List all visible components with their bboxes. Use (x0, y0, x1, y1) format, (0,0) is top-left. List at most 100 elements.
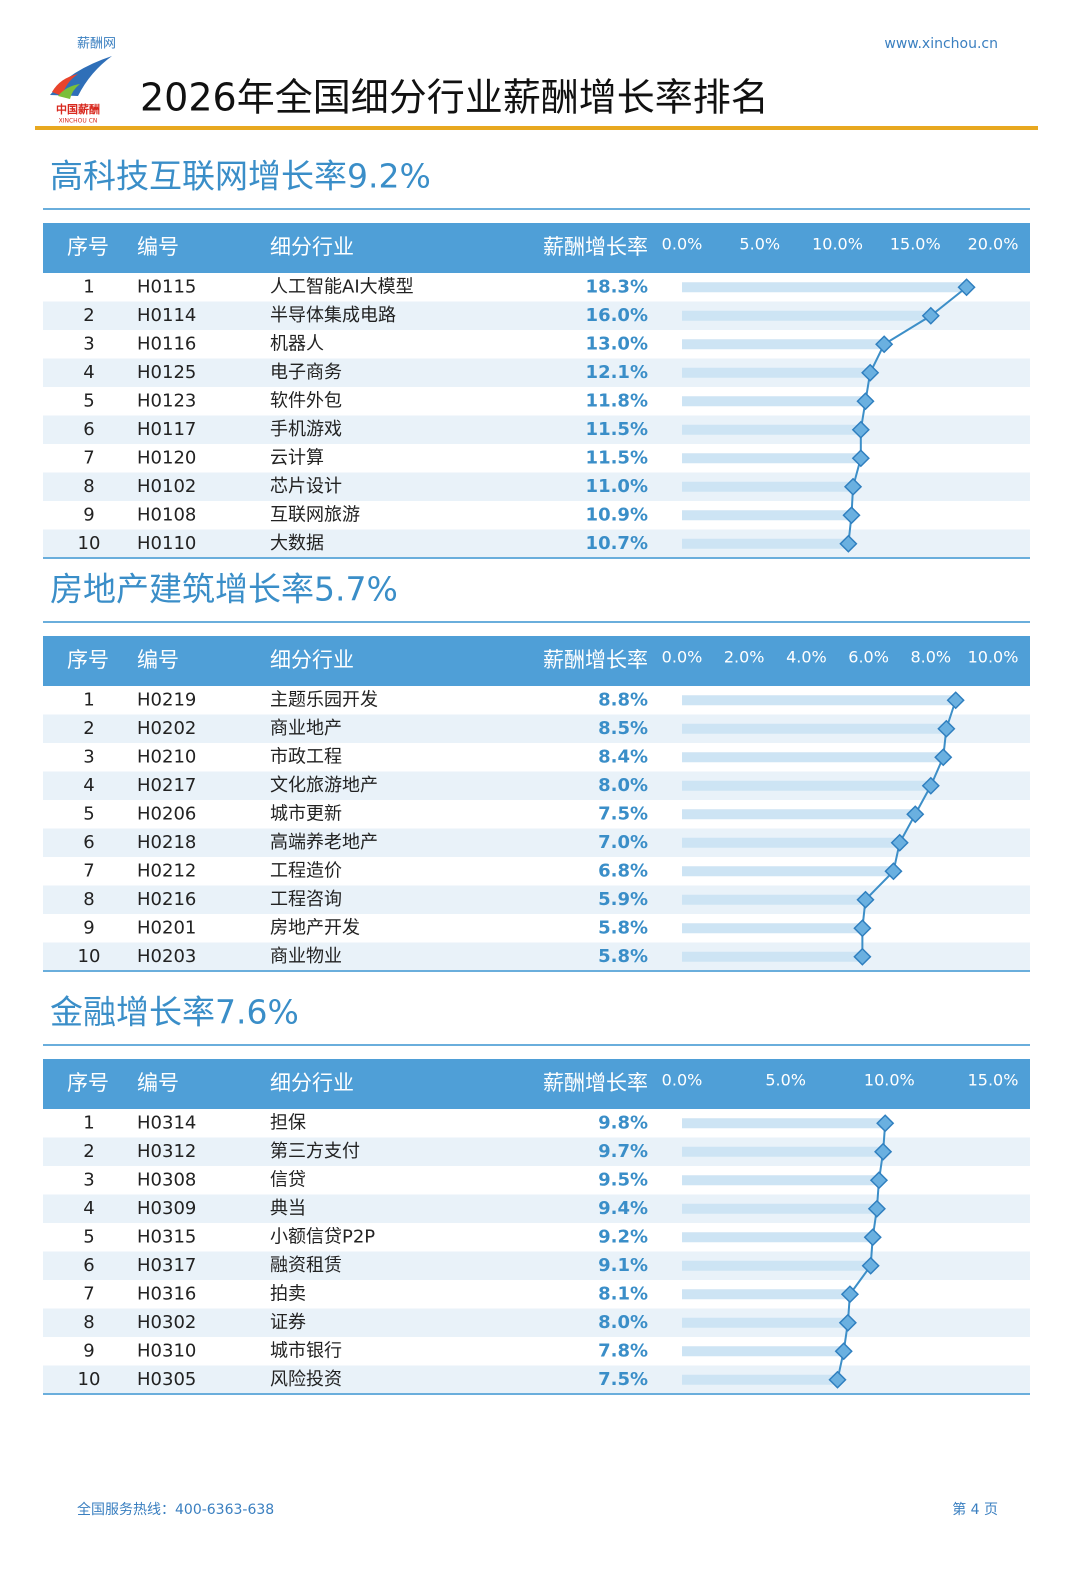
row-stripe (43, 1308, 1030, 1337)
section: 高科技互联网增长率9.2% 序号 编号 细分行业 薪酬增长率 0.0% 5.0% 10.0% 1… (43, 157, 1030, 559)
table-cell: 房地产开发 (270, 917, 360, 938)
bar (682, 1260, 871, 1271)
table-bottom-rule (43, 557, 1030, 559)
marker (884, 862, 903, 881)
table-cell: 4 (83, 362, 94, 383)
marker (906, 805, 925, 824)
table-cell: H0216 (137, 889, 196, 910)
table-cell: H0117 (137, 419, 196, 440)
bar (682, 1146, 884, 1157)
table-cell: 5 (83, 803, 94, 824)
rate-label: 10.9% (586, 504, 648, 525)
axis-tick-label: 10.0% (812, 235, 863, 254)
marker (957, 278, 976, 297)
table-cell: 云计算 (270, 447, 324, 468)
table-cell: 市政工程 (270, 746, 342, 767)
table-cell: 人工智能AI大模型 (270, 276, 414, 297)
marker (946, 691, 965, 710)
column-header: 编号 (137, 1071, 179, 1095)
axis-tick-label: 6.0% (848, 648, 889, 667)
table-cell: H0102 (137, 476, 196, 497)
bar (682, 453, 861, 464)
table-cell: 商业物业 (270, 946, 342, 967)
table-cell: 6 (83, 832, 94, 853)
table-cell: 4 (83, 775, 94, 796)
rate-label: 11.0% (586, 476, 648, 497)
table-cell: 机器人 (270, 333, 324, 354)
table-cell: 城市更新 (270, 803, 342, 824)
axis-tick-label: 0.0% (662, 648, 703, 667)
table-cell: H0310 (137, 1340, 196, 1361)
marker (863, 1228, 882, 1247)
table-cell: 第三方支付 (270, 1141, 360, 1162)
trend-line (836, 1123, 887, 1380)
rate-label: 7.5% (598, 1369, 648, 1390)
table-cell: 3 (83, 333, 94, 354)
marker (937, 719, 956, 738)
table-cell: 5 (83, 1226, 94, 1247)
bar (682, 367, 871, 378)
table-cell: 6 (83, 419, 94, 440)
bar (682, 396, 866, 407)
table-cell: 5 (83, 390, 94, 411)
column-header: 细分行业 (270, 235, 354, 259)
table-cell: H0114 (137, 305, 196, 326)
table-cell: 电子商务 (270, 362, 342, 383)
rate-label: 16.0% (586, 305, 648, 326)
table-bottom-rule (43, 1393, 1030, 1395)
marker (921, 306, 940, 325)
table-cell: 小额信贷P2P (270, 1226, 375, 1247)
logo-swoosh (52, 74, 78, 96)
table-cell: 6 (83, 1255, 94, 1276)
table-cell: 拍卖 (270, 1283, 306, 1304)
table-cell: 主题乐园开发 (270, 689, 378, 710)
row-stripe (43, 1365, 1030, 1394)
table-cell: 10 (78, 1369, 101, 1390)
axis-tick-label: 5.0% (739, 235, 780, 254)
axis-tick-label: 0.0% (662, 235, 703, 254)
hotline: 全国服务热线：400-6363-638 (77, 1501, 274, 1518)
bar (682, 1118, 886, 1129)
marker (838, 1313, 857, 1332)
brand: 薪酬网 (77, 37, 116, 52)
bar (682, 752, 944, 763)
bar (682, 481, 854, 492)
table-cell: 7 (83, 860, 94, 881)
rate-label: 7.0% (598, 832, 648, 853)
table-cell: H0305 (137, 1369, 196, 1390)
table-cell: H0212 (137, 860, 196, 881)
rate-label: 8.1% (598, 1283, 648, 1304)
table-cell: 3 (83, 1169, 94, 1190)
table-cell: H0308 (137, 1169, 196, 1190)
rate-label: 9.7% (598, 1141, 648, 1162)
rate-label: 8.5% (598, 718, 648, 739)
marker (856, 392, 875, 411)
marker (921, 776, 940, 795)
trend-line (847, 286, 968, 544)
column-header: 细分行业 (270, 1071, 354, 1095)
site-url: www.xinchou.cn (884, 36, 998, 52)
table-cell: 2 (83, 1141, 94, 1162)
table-cell: 9 (83, 917, 94, 938)
bar (682, 809, 916, 820)
bar (682, 339, 885, 350)
column-header: 薪酬增长率 (543, 1071, 648, 1095)
table-header (43, 223, 1030, 273)
table-cell: H0210 (137, 746, 196, 767)
bar (682, 780, 931, 791)
table-cell: 9 (83, 1340, 94, 1361)
bar (682, 1374, 838, 1385)
bar (682, 282, 967, 293)
marker (853, 947, 872, 966)
axis-tick-label: 0.0% (662, 1071, 703, 1090)
axis-tick-label: 10.0% (864, 1071, 915, 1090)
section-title: 金融增长率7.6% (50, 993, 299, 1032)
axis-tick-label: 5.0% (765, 1071, 806, 1090)
table-cell: 7 (83, 447, 94, 468)
bar (682, 1175, 879, 1186)
table-cell: 信贷 (270, 1169, 306, 1190)
axis-tick-label: 4.0% (786, 648, 827, 667)
logo-text: 中国薪酬 (56, 102, 100, 116)
marker (856, 890, 875, 909)
